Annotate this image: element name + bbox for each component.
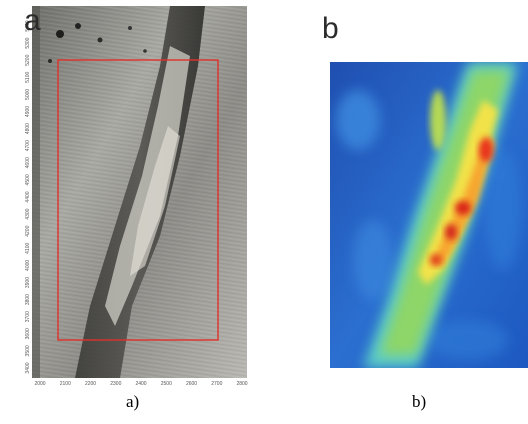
x-tick-label: 2300: [110, 381, 121, 386]
y-tick-label: 4200: [25, 225, 31, 236]
x-tick-label: 2100: [60, 381, 71, 386]
x-tick-label: 2600: [186, 381, 197, 386]
panel-a-label: a: [24, 4, 41, 37]
panel-b-label: b: [322, 12, 339, 45]
y-tick-label: 3400: [25, 362, 31, 373]
x-tick-label: 2800: [236, 381, 247, 386]
y-tick-label: 4500: [25, 174, 31, 185]
micrograph-panel: 3400 3500 3600 3700 3800 3900 4000 4100 4200 4300…: [20, 4, 250, 388]
selection-box: [57, 59, 219, 341]
y-tick-label: 4800: [25, 123, 31, 134]
heatmap-image: [330, 62, 528, 368]
y-tick-label: 3700: [25, 311, 31, 322]
y-tick-label: 4900: [25, 106, 31, 117]
y-tick-label: 3600: [25, 328, 31, 339]
y-tick-label: 4600: [25, 157, 31, 168]
x-tick-label: 2000: [34, 381, 45, 386]
y-tick-label: 5300: [25, 37, 31, 48]
y-tick-label: 5000: [25, 89, 31, 100]
x-tick-label: 2500: [161, 381, 172, 386]
heatmap-panel: b: [318, 10, 528, 380]
y-tick-label: 5200: [25, 54, 31, 65]
x-tick-label: 2200: [85, 381, 96, 386]
y-tick-label: 5100: [25, 72, 31, 83]
x-tick-label: 2700: [211, 381, 222, 386]
caption-a: a): [126, 392, 140, 411]
x-tick-label: 2400: [135, 381, 146, 386]
y-tick-label: 5400: [25, 20, 31, 31]
y-tick-label: 4300: [25, 208, 31, 219]
y-tick-label: 4700: [25, 140, 31, 151]
y-tick-label: 3500: [25, 345, 31, 356]
y-tick-label: 4100: [25, 243, 31, 254]
y-tick-label: 4400: [25, 191, 31, 202]
y-tick-label: 4000: [25, 260, 31, 271]
caption-b: b): [412, 392, 427, 411]
y-tick-label: 3800: [25, 294, 31, 305]
y-tick-label: 3900: [25, 277, 31, 288]
micrograph-image: 3400 3500 3600 3700 3800 3900 4000 4100 4200 4300…: [25, 6, 248, 387]
